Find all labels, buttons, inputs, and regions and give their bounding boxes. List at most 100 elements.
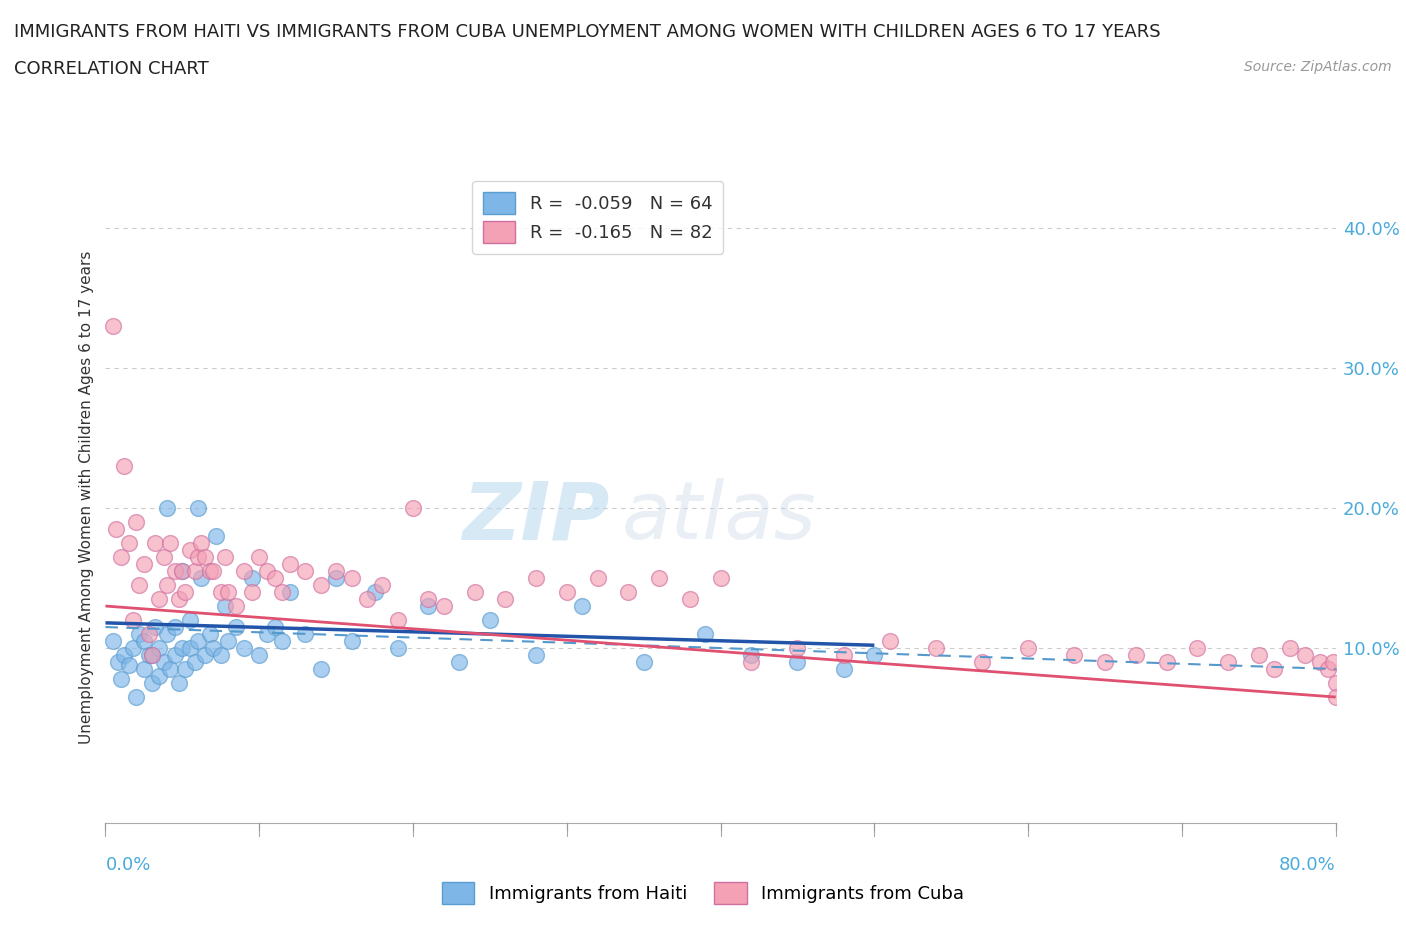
Point	[232, 564, 254, 578]
Point	[187, 633, 209, 648]
Point	[101, 319, 124, 334]
Point	[209, 647, 232, 662]
Point	[132, 557, 155, 572]
Point	[169, 591, 191, 606]
Point	[340, 633, 363, 648]
Point	[163, 647, 186, 662]
Point	[148, 669, 170, 684]
Point	[1317, 661, 1340, 676]
Point	[879, 633, 901, 648]
Point	[156, 578, 179, 592]
Point	[117, 658, 139, 672]
Point	[710, 571, 733, 586]
Point	[832, 661, 855, 676]
Point	[449, 655, 471, 670]
Point	[571, 599, 593, 614]
Point	[617, 585, 640, 600]
Point	[190, 536, 212, 551]
Point	[125, 690, 148, 705]
Point	[128, 627, 150, 642]
Text: CORRELATION CHART: CORRELATION CHART	[14, 60, 209, 78]
Point	[402, 500, 425, 515]
Point	[218, 585, 240, 600]
Point	[256, 627, 278, 642]
Point	[263, 619, 285, 634]
Point	[832, 647, 855, 662]
Point	[1324, 690, 1347, 705]
Point	[633, 655, 655, 670]
Point	[110, 550, 132, 565]
Point	[524, 571, 547, 586]
Point	[309, 578, 332, 592]
Point	[679, 591, 702, 606]
Point	[148, 591, 170, 606]
Point	[174, 661, 197, 676]
Point	[1125, 647, 1147, 662]
Text: 80.0%: 80.0%	[1279, 856, 1336, 873]
Point	[418, 591, 440, 606]
Point	[278, 585, 301, 600]
Point	[325, 571, 347, 586]
Point	[183, 655, 205, 670]
Point	[648, 571, 671, 586]
Point	[132, 661, 155, 676]
Point	[187, 500, 209, 515]
Text: Source: ZipAtlas.com: Source: ZipAtlas.com	[1244, 60, 1392, 74]
Point	[970, 655, 993, 670]
Point	[1322, 655, 1344, 670]
Point	[214, 550, 236, 565]
Point	[172, 564, 194, 578]
Point	[138, 627, 160, 642]
Point	[202, 564, 225, 578]
Point	[156, 627, 179, 642]
Point	[786, 641, 808, 656]
Point	[125, 514, 148, 529]
Point	[387, 613, 409, 628]
Point	[225, 599, 247, 614]
Point	[172, 641, 194, 656]
Point	[110, 671, 132, 686]
Point	[198, 627, 221, 642]
Point	[1294, 647, 1316, 662]
Point	[247, 647, 270, 662]
Point	[240, 571, 263, 586]
Point	[1247, 647, 1270, 662]
Y-axis label: Unemployment Among Women with Children Ages 6 to 17 years: Unemployment Among Women with Children A…	[79, 251, 94, 744]
Point	[194, 647, 217, 662]
Point	[1094, 655, 1116, 670]
Point	[586, 571, 609, 586]
Point	[159, 661, 181, 676]
Text: ZIP: ZIP	[463, 478, 610, 556]
Point	[169, 675, 191, 690]
Point	[294, 627, 316, 642]
Point	[232, 641, 254, 656]
Legend: R =  -0.059   N = 64, R =  -0.165   N = 82: R = -0.059 N = 64, R = -0.165 N = 82	[472, 181, 723, 254]
Point	[371, 578, 394, 592]
Point	[418, 599, 440, 614]
Point	[128, 578, 150, 592]
Point	[387, 641, 409, 656]
Point	[309, 661, 332, 676]
Point	[141, 647, 163, 662]
Point	[1309, 655, 1331, 670]
Point	[225, 619, 247, 634]
Point	[240, 585, 263, 600]
Point	[363, 585, 385, 600]
Point	[524, 647, 547, 662]
Legend: Immigrants from Haiti, Immigrants from Cuba: Immigrants from Haiti, Immigrants from C…	[434, 875, 972, 911]
Point	[122, 641, 145, 656]
Point	[141, 647, 163, 662]
Point	[464, 585, 486, 600]
Point	[163, 619, 186, 634]
Point	[863, 647, 886, 662]
Point	[925, 641, 948, 656]
Point	[1017, 641, 1039, 656]
Point	[247, 550, 270, 565]
Point	[172, 564, 194, 578]
Point	[1063, 647, 1085, 662]
Point	[143, 536, 166, 551]
Point	[174, 585, 197, 600]
Point	[356, 591, 378, 606]
Point	[148, 641, 170, 656]
Point	[132, 633, 155, 648]
